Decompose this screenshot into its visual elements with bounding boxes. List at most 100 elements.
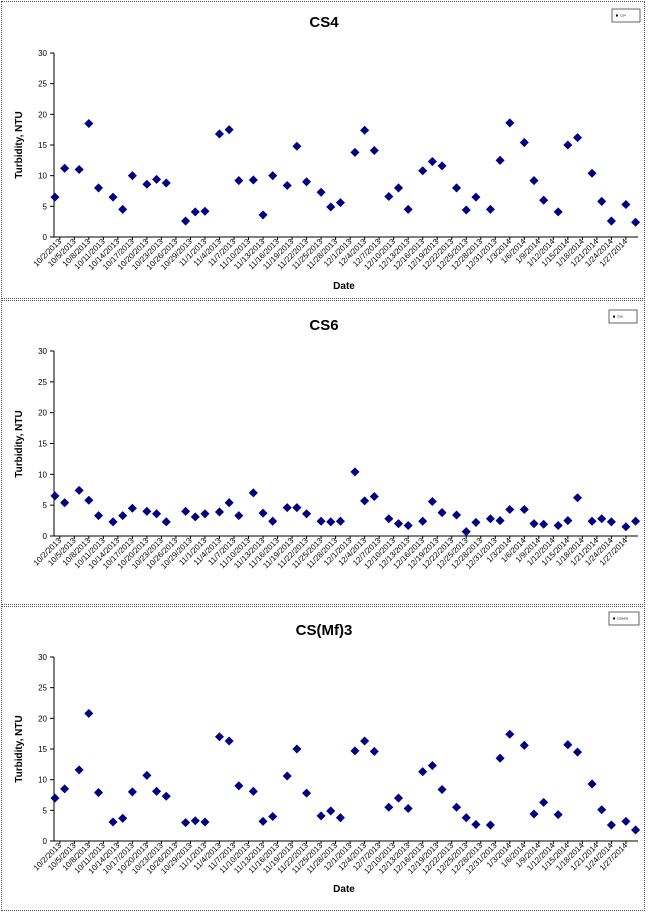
data-point (403, 204, 413, 214)
data-point (326, 517, 336, 527)
chart-panel-csmf3: CS(Mf)3 CS(Mf)3 Turbidity, NTU Date 0 5 10… (1, 606, 645, 911)
data-point (587, 168, 597, 178)
data-point (74, 765, 84, 775)
y-tick-label: 5 (43, 501, 48, 510)
data-point (302, 177, 312, 187)
data-point (563, 516, 573, 526)
data-point (142, 506, 152, 516)
legend: CS6 (608, 309, 638, 324)
data-point (152, 174, 162, 184)
data-point (563, 740, 573, 750)
data-point (214, 507, 225, 517)
data-point (214, 732, 225, 742)
legend-label: CS(Mf)3 (617, 617, 628, 621)
data-point (326, 202, 336, 212)
y-ticks: 0 5 10 15 20 25 30 (38, 347, 54, 541)
legend-marker (616, 14, 618, 17)
data-point (597, 196, 607, 206)
y-tick-label: 0 (43, 532, 48, 541)
data-point (335, 516, 345, 526)
data-point (471, 517, 481, 527)
data-point (350, 147, 360, 157)
data-point (597, 805, 607, 815)
data-point (437, 508, 447, 518)
data-point (350, 467, 360, 477)
data-point (572, 747, 583, 757)
y-axis-label: Turbidity, NTU (14, 111, 25, 178)
data-point (152, 509, 162, 519)
data-point (452, 510, 462, 520)
data-point (224, 125, 234, 135)
data-point (495, 753, 505, 763)
data-point (335, 813, 345, 823)
legend: CS(Mf)3 (608, 611, 640, 626)
legend-box (611, 8, 641, 23)
data-point (519, 504, 529, 515)
data-point (369, 492, 379, 502)
data-point (553, 810, 563, 820)
data-point (93, 183, 104, 193)
data-point (190, 512, 200, 522)
data-point (60, 498, 70, 508)
data-point (360, 125, 370, 135)
data-point (471, 819, 481, 829)
data-point (74, 165, 84, 175)
data-point (505, 504, 515, 515)
data-point (471, 192, 481, 202)
data-point (84, 708, 94, 718)
data-point (606, 517, 616, 527)
y-tick-label: 15 (38, 440, 47, 449)
y-tick-label: 25 (38, 684, 47, 693)
data-point (292, 744, 302, 754)
y-tick-label: 10 (38, 776, 47, 785)
data-points (50, 708, 641, 835)
legend: CS4 (611, 8, 641, 23)
data-point (282, 771, 292, 781)
y-tick-label: 15 (38, 141, 47, 150)
y-tick-label: 0 (43, 233, 48, 242)
data-point (360, 736, 370, 746)
data-point (572, 493, 583, 503)
data-point (200, 509, 210, 519)
x-axis-label: Date (333, 884, 355, 895)
data-point (369, 746, 379, 756)
data-point (248, 786, 258, 796)
data-point (234, 781, 244, 791)
data-point (461, 205, 471, 215)
data-point (485, 204, 495, 214)
y-tick-label: 30 (38, 49, 47, 58)
data-point (282, 503, 292, 513)
data-point (258, 816, 268, 826)
data-point (127, 787, 137, 797)
y-tick-label: 25 (38, 80, 47, 89)
data-point (519, 138, 529, 148)
data-point (248, 175, 258, 185)
data-point (597, 514, 607, 524)
data-point (505, 729, 515, 739)
data-point (553, 520, 563, 531)
data-point (606, 216, 616, 226)
legend-label: CS6 (617, 315, 623, 319)
data-point (437, 161, 447, 171)
data-point (384, 191, 394, 202)
y-tick-label: 10 (38, 470, 47, 479)
data-point (224, 736, 234, 746)
data-point (393, 519, 404, 529)
legend-marker (613, 617, 615, 620)
data-point (200, 817, 210, 827)
data-point (93, 788, 104, 798)
data-point (384, 514, 394, 524)
data-point (519, 740, 529, 750)
data-point (248, 488, 258, 498)
chart-title: CS6 (309, 317, 338, 334)
data-point (418, 516, 428, 526)
data-points (50, 118, 641, 227)
data-point (427, 157, 437, 167)
data-point (234, 511, 244, 521)
data-point (553, 207, 563, 217)
data-point (529, 176, 539, 186)
data-point (461, 813, 471, 823)
data-point (452, 183, 462, 193)
data-point (60, 784, 70, 794)
